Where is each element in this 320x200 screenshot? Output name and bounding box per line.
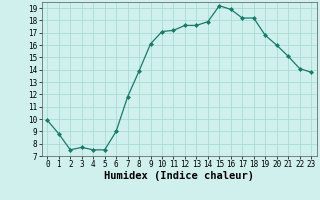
X-axis label: Humidex (Indice chaleur): Humidex (Indice chaleur) bbox=[104, 171, 254, 181]
